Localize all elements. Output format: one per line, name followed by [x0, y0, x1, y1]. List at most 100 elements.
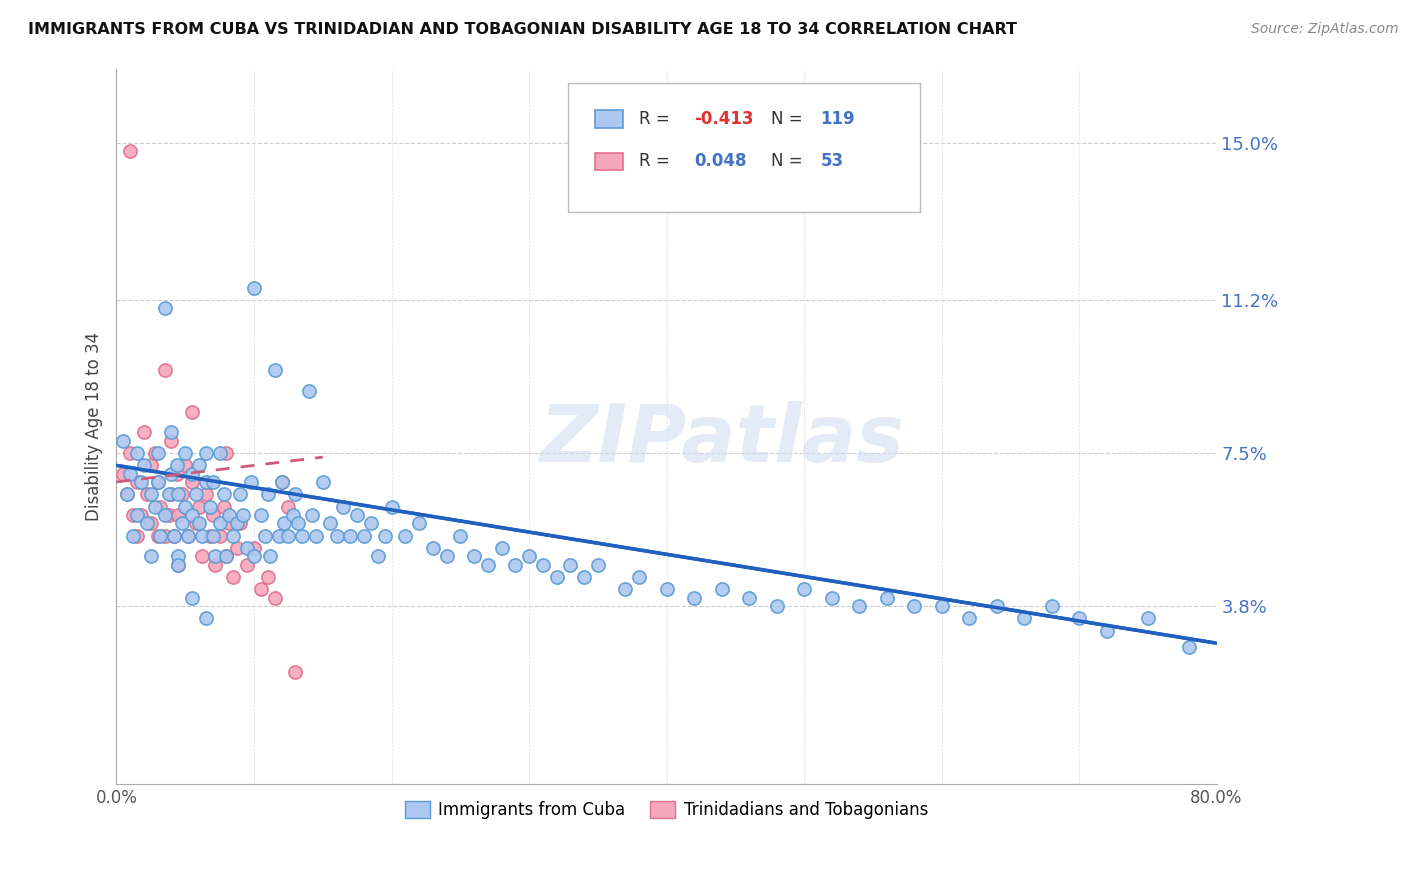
Point — [325, 529, 347, 543]
Point — [177, 529, 200, 543]
Point — [394, 529, 416, 543]
Point — [153, 529, 176, 543]
Point — [517, 549, 540, 564]
Point — [167, 508, 190, 522]
Point — [765, 599, 787, 613]
Point — [117, 487, 139, 501]
Point — [477, 558, 499, 572]
Y-axis label: Disability Age 18 to 34: Disability Age 18 to 34 — [86, 332, 103, 521]
Point — [194, 446, 217, 460]
Point — [281, 508, 304, 522]
Point — [226, 516, 249, 531]
Point — [174, 500, 197, 514]
Point — [153, 363, 176, 377]
Point — [229, 516, 252, 531]
Point — [367, 549, 389, 564]
Point — [408, 516, 430, 531]
Point — [586, 558, 609, 572]
Point — [181, 591, 204, 605]
Point — [1067, 611, 1090, 625]
Point — [163, 529, 186, 543]
Point — [436, 549, 458, 564]
Point — [157, 508, 180, 522]
Text: ZIPatlas: ZIPatlas — [538, 401, 904, 479]
Point — [215, 549, 238, 564]
Point — [655, 582, 678, 597]
Point — [240, 475, 263, 489]
Point — [188, 516, 211, 531]
Text: R =: R = — [638, 110, 675, 128]
Point — [177, 529, 200, 543]
Point — [986, 599, 1008, 613]
Point — [194, 475, 217, 489]
Point — [153, 508, 176, 522]
Point — [957, 611, 980, 625]
Point — [312, 475, 335, 489]
Point — [127, 529, 149, 543]
Point — [546, 570, 568, 584]
Point — [153, 301, 176, 316]
FancyBboxPatch shape — [568, 83, 920, 211]
Point — [267, 529, 290, 543]
Point — [250, 508, 273, 522]
Point — [332, 500, 354, 514]
Point — [627, 570, 650, 584]
Point — [256, 487, 278, 501]
Text: IMMIGRANTS FROM CUBA VS TRINIDADIAN AND TOBAGONIAN DISABILITY AGE 18 TO 34 CORRE: IMMIGRANTS FROM CUBA VS TRINIDADIAN AND … — [28, 22, 1017, 37]
Point — [201, 475, 224, 489]
Point — [820, 591, 842, 605]
Point — [201, 529, 224, 543]
Point — [181, 467, 204, 481]
Point — [186, 487, 208, 501]
Point — [146, 529, 169, 543]
Point — [287, 516, 309, 531]
FancyBboxPatch shape — [595, 153, 623, 170]
Point — [229, 487, 252, 501]
Point — [259, 549, 281, 564]
Point — [263, 363, 285, 377]
Point — [188, 458, 211, 473]
Point — [614, 582, 637, 597]
Point — [166, 458, 188, 473]
Point — [218, 516, 240, 531]
Point — [449, 529, 471, 543]
Point — [122, 529, 145, 543]
FancyBboxPatch shape — [595, 110, 623, 128]
Point — [301, 508, 323, 522]
Point — [127, 475, 149, 489]
Point — [146, 475, 169, 489]
Point — [1095, 624, 1118, 638]
Point — [243, 541, 266, 555]
Point — [253, 529, 276, 543]
Point — [160, 467, 183, 481]
Point — [122, 508, 145, 522]
Point — [181, 508, 204, 522]
Point — [277, 529, 299, 543]
Point — [270, 475, 292, 489]
Point — [346, 508, 368, 522]
Text: R =: R = — [638, 153, 675, 170]
Text: 53: 53 — [821, 153, 844, 170]
Point — [848, 599, 870, 613]
Text: N =: N = — [770, 153, 808, 170]
Point — [222, 570, 245, 584]
Point — [380, 500, 402, 514]
Point — [903, 599, 925, 613]
Point — [112, 434, 135, 448]
Text: -0.413: -0.413 — [695, 110, 754, 128]
Point — [139, 549, 162, 564]
Point — [236, 541, 259, 555]
Text: 0.048: 0.048 — [695, 153, 747, 170]
Point — [201, 508, 224, 522]
Point — [112, 467, 135, 481]
Point — [236, 558, 259, 572]
Point — [463, 549, 485, 564]
Point — [198, 500, 221, 514]
Point — [284, 665, 307, 679]
Point — [222, 529, 245, 543]
Point — [208, 516, 231, 531]
Point — [117, 487, 139, 501]
Point — [149, 529, 172, 543]
Point — [166, 467, 188, 481]
Point — [422, 541, 444, 555]
